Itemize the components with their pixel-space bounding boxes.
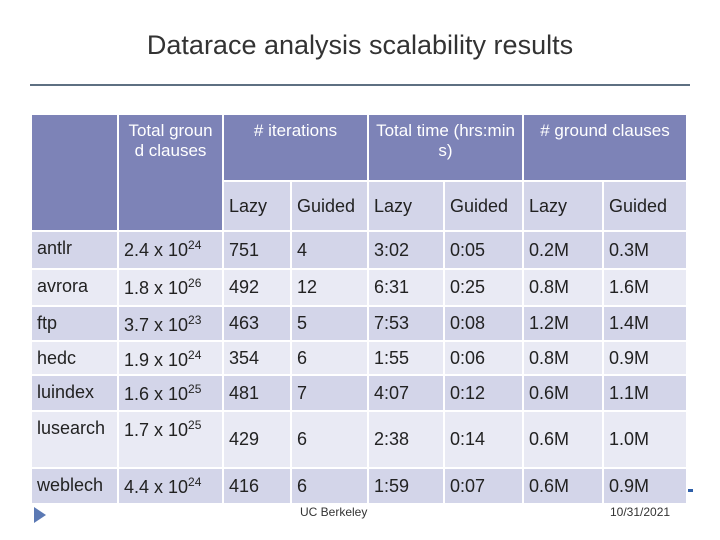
footer-date: 10/31/2021 [610,505,671,519]
cell-base: 2.4 x 10 [124,240,189,260]
cell: 0:25 [443,268,524,307]
row-label: hedc [30,340,119,376]
accent-mark [688,489,693,492]
cell: 0:07 [443,467,524,505]
cell: 6:31 [367,268,445,307]
subheader-cell: Guided [602,180,688,232]
subheader-cell: Lazy [522,180,604,232]
subheader-cell: Lazy [222,180,292,232]
subheader-cell: Guided [443,180,524,232]
cell: 416 [222,467,292,505]
cell-exponent: 24 [188,475,202,489]
corner-cell [30,113,119,232]
cell: 481 [222,374,292,412]
cell: 0.6M [522,410,604,469]
table-row: weblech 4.4 x 1024 416 6 1:59 0:07 0.6M 0.9M [30,467,688,505]
cell: 0.9M [602,340,688,376]
cell: 0.8M [522,340,604,376]
cell: 1:55 [367,340,445,376]
table-row: ftp 3.7 x 1023 463 5 7:53 0:08 1.2M 1.4M [30,305,688,342]
table-row: avrora 1.8 x 1026 492 12 6:31 0:25 0.8M 1.6M [30,268,688,307]
cell: 354 [222,340,292,376]
cell: 1.1M [602,374,688,412]
cell: 1.7 x 1025 [117,410,224,469]
cell: 1.6 x 1025 [117,374,224,412]
row-label: antlr [30,230,119,270]
cell: 5 [290,305,369,342]
cell: 0.6M [522,374,604,412]
cell: 0.9M [602,467,688,505]
cell: 0.3M [602,230,688,270]
cell: 4 [290,230,369,270]
cell: 1:59 [367,467,445,505]
cell: 0:12 [443,374,524,412]
cell: 463 [222,305,292,342]
cell: 2:38 [367,410,445,469]
bullet-icon [34,507,46,523]
row-label: luindex [30,374,119,412]
cell: 492 [222,268,292,307]
cell: 6 [290,410,369,469]
cell: 0:14 [443,410,524,469]
cell-base: 1.6 x 10 [124,384,189,404]
slide-title: Datarace analysis scalability results [146,30,574,60]
cell: 0.2M [522,230,604,270]
row-label: lusearch [30,410,119,469]
cell: 0:08 [443,305,524,342]
cell: 6 [290,467,369,505]
table-row: lusearch 1.7 x 1025 429 6 2:38 0:14 0.6M 1.0M [30,410,688,469]
cell-base: 4.4 x 10 [124,477,189,497]
table-row: hedc 1.9 x 1024 354 6 1:55 0:06 0.8M 0.9M [30,340,688,376]
footer-text: UC Berkeley [300,505,368,519]
cell: 3.7 x 1023 [117,305,224,342]
cell: 7:53 [367,305,445,342]
cell: 0:06 [443,340,524,376]
header-cell: Total time (hrs:mins) [367,113,524,182]
cell: 751 [222,230,292,270]
cell-base: 1.8 x 10 [124,278,189,298]
cell: 0:05 [443,230,524,270]
cell-exponent: 24 [188,238,202,252]
cell: 429 [222,410,292,469]
cell: 1.0M [602,410,688,469]
cell-exponent: 26 [188,276,202,290]
table-row: luindex 1.6 x 1025 481 7 4:07 0:12 0.6M 1.1M [30,374,688,412]
cell: 1.8 x 1026 [117,268,224,307]
cell-exponent: 24 [188,348,202,362]
header-cell: # ground clauses [522,113,688,182]
cell-exponent: 25 [188,382,202,396]
cell: 1.2M [522,305,604,342]
cell-exponent: 23 [188,313,202,327]
cell: 6 [290,340,369,376]
row-label: weblech [30,467,119,505]
cell-base: 3.7 x 10 [124,315,189,335]
table-row: antlr 2.4 x 1024 751 4 3:02 0:05 0.2M 0.3M [30,230,688,270]
cell: 1.4M [602,305,688,342]
cell-exponent: 25 [188,418,202,432]
cell-base: 1.9 x 10 [124,350,189,370]
header-cell: # iterations [222,113,369,182]
cell: 12 [290,268,369,307]
cell: 3:02 [367,230,445,270]
results-table: Total ground clauses # iterations Total … [30,113,688,505]
cell: 0.8M [522,268,604,307]
row-label: ftp [30,305,119,342]
cell: 0.6M [522,467,604,505]
subheader-cell: Lazy [367,180,445,232]
cell: 1.6M [602,268,688,307]
subheader-cell: Guided [290,180,369,232]
cell: 4.4 x 1024 [117,467,224,505]
title-rule [30,84,690,86]
cell: 7 [290,374,369,412]
cell: 4:07 [367,374,445,412]
header-cell: Total ground clauses [117,113,224,232]
cell-base: 1.7 x 10 [124,420,189,440]
cell: 2.4 x 1024 [117,230,224,270]
row-label: avrora [30,268,119,307]
cell: 1.9 x 1024 [117,340,224,376]
